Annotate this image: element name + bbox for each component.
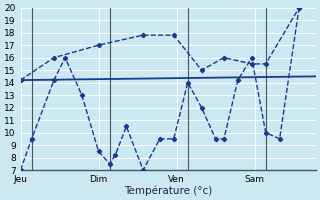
X-axis label: Température (°c): Température (°c) xyxy=(124,185,212,196)
